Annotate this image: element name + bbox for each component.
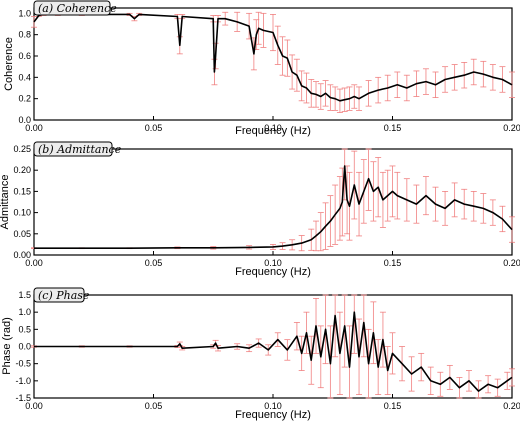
panel-coherence-ytick-label-4: 0.8 (18, 30, 31, 40)
panel-coherence-xlabel: Frequency (Hz) (235, 125, 311, 137)
panel-phase-xtick-label-3: 0.15 (384, 401, 402, 411)
panel-coherence-series-line (33, 13, 513, 102)
panel-admittance-line-group (34, 165, 513, 249)
panel-phase-ytick-label-2: -0.5 (15, 359, 31, 369)
panel-coherence-ytick-label-3: 0.6 (18, 51, 31, 61)
panel-coherence-xtick-label-3: 0.15 (384, 123, 402, 133)
panel-admittance-xlabel: Frequency (Hz) (235, 266, 311, 278)
panel-coherence-xticks: 0.00 0.05 0.10 0.15 0.20 (25, 116, 520, 133)
panel-phase-line-group (34, 311, 513, 392)
panel-phase-ylabel: Phase (rad) (1, 317, 13, 374)
panel-admittance-ytick-label-0: 0.00 (13, 250, 31, 260)
panel-admittance-tag-box (33, 141, 113, 157)
panel-admittance-xtick-label-0: 0.00 (25, 258, 43, 268)
panel-phase-xtick-label-4: 0.20 (503, 401, 520, 411)
panel-admittance-xtick-label-3: 0.15 (384, 258, 402, 268)
panel-admittance-ytick-label-5: 0.25 (13, 144, 31, 154)
panel-phase-xtick-label-0: 0.00 (25, 401, 43, 411)
panel-admittance-ytick-label-3: 0.15 (13, 186, 31, 196)
panel-phase-ytick-label-1: -1.0 (15, 376, 31, 386)
panel-phase-ytick-label-6: 1.5 (18, 290, 31, 300)
panel-coherence-yticks: 0.0 0.2 0.4 0.6 0.8 1.0 (18, 8, 38, 125)
panel-phase-xtick-label-2: 0.10 (264, 401, 282, 411)
panel-admittance-xtick-label-1: 0.05 (145, 258, 163, 268)
panel-coherence-errorbars (31, 11, 515, 113)
panel-phase-series-line (34, 311, 513, 392)
panel-coherence-ytick-label-0: 0.0 (18, 115, 31, 125)
panel-coherence-ytick-label-2: 0.4 (18, 72, 31, 82)
panel-phase-errorbar-27 (351, 294, 358, 354)
panel-phase-errorbar-23 (332, 294, 339, 358)
panel-admittance-frame (33, 148, 513, 256)
panel-coherence-line-group (33, 13, 513, 102)
panel-phase-errorbar-44 (475, 380, 482, 399)
panel-admittance-ytick-label-4: 0.20 (13, 165, 31, 175)
panel-phase-tag: (c) Phase (38, 289, 90, 302)
panel-phase-ytick-label-3: 0.0 (18, 342, 31, 352)
panel-coherence-tag-box (33, 0, 111, 16)
panel-coherence-ytick-label-5: 1.0 (18, 8, 31, 18)
panel-coherence: 0.00 0.05 0.10 0.15 0.20 0.00.20.40.60.81.0 … (3, 0, 520, 137)
panel-coherence-xtick-label-1: 0.05 (145, 123, 163, 133)
panel-phase-ytick-label-5: 1.0 (18, 307, 31, 317)
panel-admittance-tag: (b) Admittance (38, 143, 122, 156)
panel-admittance-xtick-label-4: 0.20 (503, 258, 520, 268)
panel-admittance-ytick-label-2: 0.10 (13, 208, 31, 218)
panel-phase-xticks: 0.00 0.05 0.10 0.15 0.20 (25, 394, 520, 411)
panel-admittance-ylabel: Admittance (0, 174, 11, 229)
panel-coherence-tag: (a) Coherence (38, 2, 117, 15)
panel-admittance: 0.00 0.05 0.10 0.15 0.20 0.00 0.05 0.10 0.15 0.2… (0, 141, 520, 278)
panel-phase-ytick-label-0: -1.5 (15, 393, 31, 403)
panel-coherence-xtick-label-2: 0.10 (264, 123, 282, 133)
panel-coherence-ylabel: Coherence (3, 37, 15, 91)
panel-coherence-xtick-label-4: 0.20 (503, 123, 520, 133)
panel-phase: 0.00 0.05 0.10 0.15 0.20 -1.5 -1.0 -0.5 0.0 0.5 1… (1, 287, 520, 421)
panel-phase-ytick-label-4: 0.5 (18, 324, 31, 334)
panel-coherence-xtick-label-0: 0.00 (25, 123, 43, 133)
panel-phase-yticks: -1.5 -1.0 -0.5 0.0 0.5 1.0 1.5 (15, 290, 38, 403)
panel-admittance-xticks: 0.00 0.05 0.10 0.15 0.20 (25, 251, 520, 268)
panel-admittance-series-line (34, 165, 513, 249)
panel-admittance-errorbars (31, 148, 515, 252)
panel-phase-xtick-label-1: 0.05 (145, 401, 163, 411)
panel-admittance-ytick-label-1: 0.05 (13, 229, 31, 239)
panel-phase-xlabel: Frequency (Hz) (235, 409, 311, 421)
panel-coherence-ytick-label-1: 0.2 (18, 94, 31, 104)
panel-phase-tag-box (33, 287, 85, 303)
panel-admittance-xtick-label-2: 0.10 (264, 258, 282, 268)
